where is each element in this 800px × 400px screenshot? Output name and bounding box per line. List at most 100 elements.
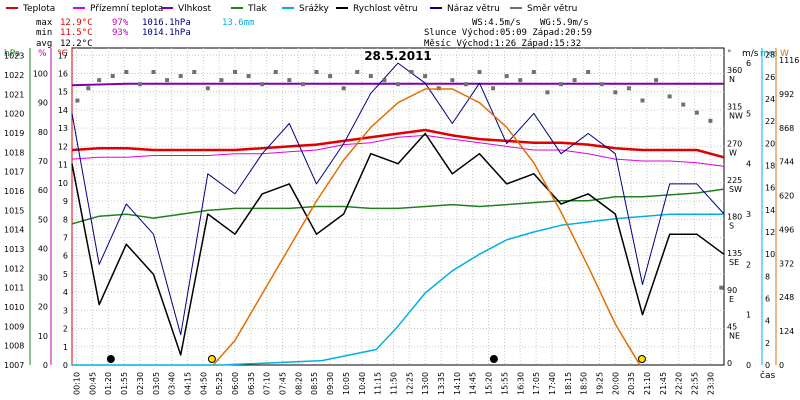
time-label-13: 07:45 — [279, 372, 288, 395]
time-label-37: 21:45 — [659, 372, 668, 395]
time-label-21: 12:25 — [405, 372, 414, 395]
axis-unit-ms: m/s — [742, 49, 759, 59]
time-label-8: 04:50 — [199, 372, 208, 395]
tick-temperature-7: 7 — [63, 233, 68, 242]
series-7-point-29 — [463, 82, 468, 87]
sun-info: Slunce Východ:05:09 Západ:20:59 — [424, 28, 592, 38]
series-7-point-25 — [409, 70, 414, 74]
moon-info: Měsíc Východ:1:26 Západ:15:32 — [424, 39, 581, 49]
axis-unit-deg: ° — [727, 49, 732, 59]
time-label-11: 06:35 — [247, 372, 256, 395]
time-label-14: 08:20 — [294, 372, 303, 395]
series-7-point-16 — [287, 78, 292, 83]
series-7-point-5 — [137, 82, 142, 87]
series-7-point-33 — [518, 78, 523, 83]
tick-wind-6: 6 — [746, 59, 751, 68]
time-label-31: 18:15 — [564, 372, 573, 395]
time-label-0: 00:10 — [73, 372, 82, 395]
series-7-point-38 — [586, 70, 591, 74]
series-7-point-8 — [178, 74, 183, 79]
series-3-line — [71, 188, 725, 225]
stat-max-hum: 97% — [112, 18, 129, 28]
tick-rain-1: 2 — [765, 339, 770, 348]
chart-title: 28.5.2011 — [364, 49, 432, 63]
tick-direction-deg-5: 135 — [727, 249, 742, 258]
series-7-point-12 — [233, 70, 237, 74]
time-label-36: 21:10 — [643, 372, 652, 395]
stat-min-temp: 11.5°C — [60, 28, 93, 38]
series-7-point-36 — [559, 82, 563, 87]
tick-rain-3: 6 — [765, 294, 770, 303]
tick-temperature-10: 10 — [58, 179, 68, 188]
tick-humidity-7: 70 — [38, 157, 48, 166]
tick-pressure-2: 1009 — [4, 322, 24, 331]
legend-label-2: Vlhkost — [178, 4, 211, 14]
series-7-point-7 — [165, 78, 170, 83]
time-label-30: 17:40 — [548, 372, 557, 395]
tick-pressure-8: 1015 — [4, 206, 24, 215]
tick-solar-0: 0 — [779, 361, 784, 370]
tick-solar-7: 868 — [779, 124, 794, 133]
tick-direction-dir-5: SE — [729, 258, 739, 267]
time-label-28: 16:30 — [516, 372, 525, 395]
tick-solar-6: 744 — [779, 158, 794, 167]
time-label-23: 13:35 — [437, 372, 446, 395]
time-label-25: 14:45 — [469, 372, 478, 395]
legend-label-0: Teplota — [22, 4, 55, 14]
tick-pressure-15: 1022 — [4, 71, 24, 80]
series-7-point-23 — [382, 78, 387, 83]
series-7-point-28 — [450, 78, 455, 83]
time-label-33: 19:25 — [595, 372, 604, 395]
legend-label-6: Náraz větru — [447, 4, 500, 14]
series-7-point-47 — [708, 118, 713, 123]
tick-wind-3: 3 — [746, 210, 751, 219]
tick-rain-4: 8 — [765, 272, 770, 281]
tick-rain-9: 18 — [765, 161, 775, 170]
series-7-point-20 — [341, 86, 346, 91]
series-7-point-17 — [300, 82, 305, 87]
series-7-point-35 — [545, 90, 550, 95]
time-label-40: 23:30 — [706, 372, 715, 395]
tick-humidity-5: 50 — [38, 215, 48, 224]
series-7-point-32 — [504, 74, 509, 79]
series-7-point-18 — [314, 70, 319, 74]
axis-unit-time: čas — [760, 370, 775, 381]
tick-humidity-10: 100 — [33, 70, 48, 79]
time-label-10: 06:00 — [231, 372, 240, 395]
series-7 — [75, 70, 724, 290]
wind-speed-info: WS:4.5m/s — [472, 18, 521, 28]
tick-rain-7: 14 — [765, 206, 775, 215]
legend-label-1: Přízemní teplota — [90, 4, 163, 14]
tick-direction-dir-0: N — [729, 75, 735, 84]
tick-direction-dir-6: E — [729, 295, 734, 304]
series-7-point-19 — [328, 74, 333, 79]
tick-wind-0: 0 — [746, 361, 751, 370]
legend-label-5: Rychlost větru — [353, 4, 418, 14]
series-8-line — [212, 88, 641, 366]
axis-unit-w: W — [780, 49, 789, 59]
series-7-point-30 — [477, 70, 482, 74]
tick-temperature-15: 15 — [58, 88, 68, 97]
series-4-line — [72, 213, 724, 366]
tick-humidity-0: 0 — [43, 361, 48, 370]
time-label-27: 15:55 — [500, 372, 509, 395]
stats-block: max 12.9°C 97% 1016.1hPa 13.6mm min 11.5°C 93% 1… — [36, 18, 592, 49]
tick-direction-dir-7: NE — [729, 331, 740, 340]
series-7-point-9 — [192, 70, 197, 74]
tick-pressure-16: 1023 — [4, 52, 24, 61]
stat-min-label: min — [36, 28, 52, 38]
series-5-line — [71, 132, 725, 356]
tick-direction-dir-2: W — [729, 148, 737, 157]
tick-rain-0: 0 — [765, 361, 770, 370]
tick-pressure-6: 1013 — [4, 245, 24, 254]
stat-avg-temp: 12.2°C — [60, 39, 93, 49]
legend-label-3: Tlak — [247, 4, 268, 14]
marker-layer — [106, 355, 646, 363]
series-7-point-31 — [491, 86, 496, 91]
time-label-18: 10:40 — [358, 372, 367, 395]
series-7-point-45 — [681, 102, 686, 107]
tick-rain-12: 24 — [765, 95, 775, 104]
tick-humidity-4: 40 — [38, 244, 48, 253]
tick-solar-4: 496 — [779, 225, 794, 234]
tick-wind-4: 4 — [746, 160, 751, 169]
